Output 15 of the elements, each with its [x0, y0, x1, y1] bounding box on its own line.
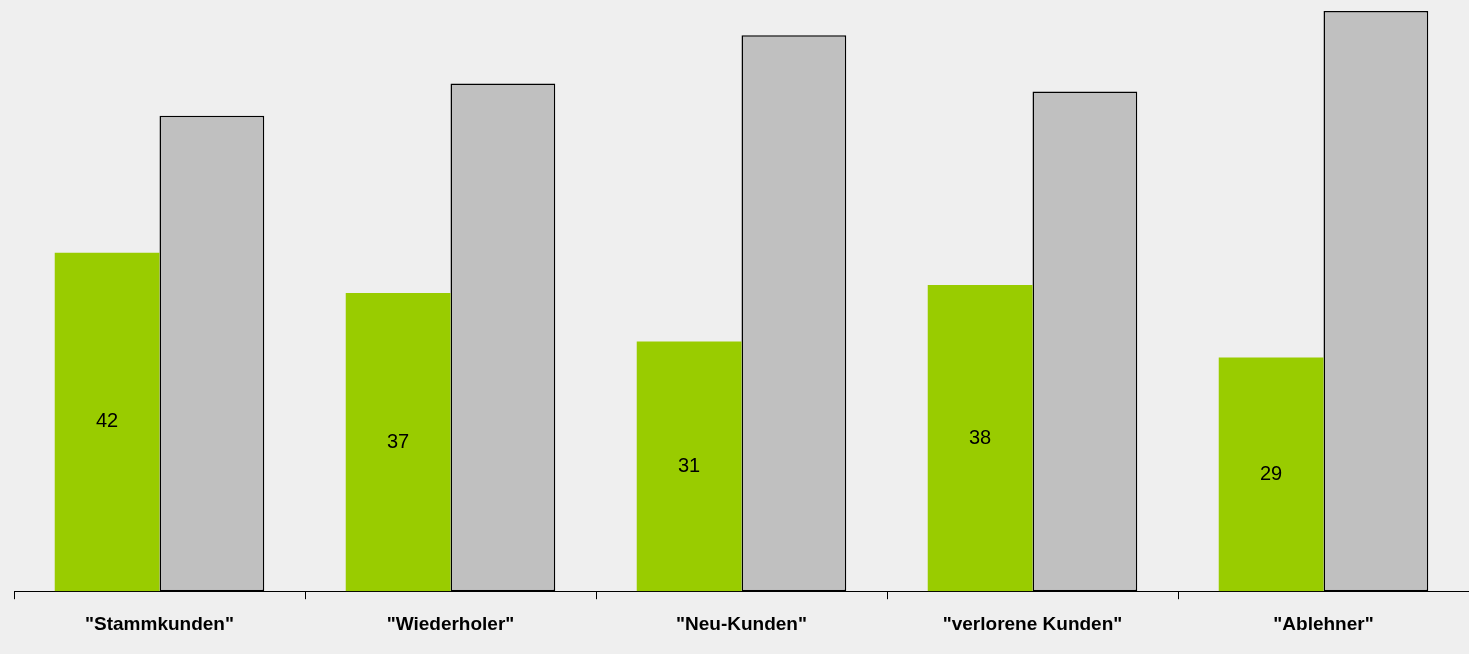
bar [345, 293, 451, 592]
data-label: 29 [1259, 461, 1283, 484]
x-tick-label: "Stammkunden" [85, 612, 234, 634]
data-label: 31 [677, 453, 701, 476]
data-label: 38 [968, 425, 992, 448]
data-label: 37 [386, 429, 410, 452]
data-label: 42 [96, 409, 119, 432]
x-tick-label: "verlorene Kunden" [942, 612, 1123, 634]
bar [54, 252, 160, 592]
x-tick-label: "Ablehner" [1273, 612, 1374, 634]
bar [1218, 357, 1324, 592]
bar [636, 341, 742, 592]
x-tick-label: "Wiederholer" [386, 612, 515, 634]
bar [927, 284, 1033, 592]
x-tick-label: "Neu-Kunden" [676, 612, 807, 634]
